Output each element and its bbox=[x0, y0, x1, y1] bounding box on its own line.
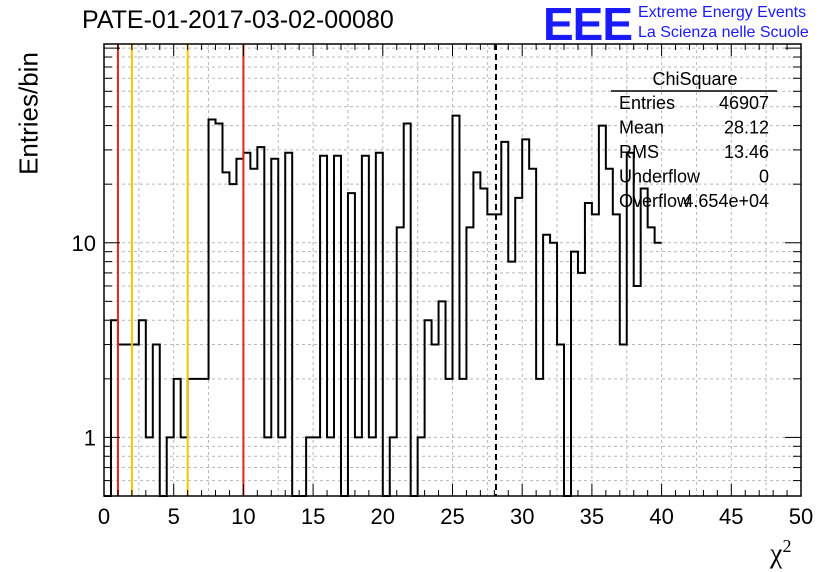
histogram-bin bbox=[250, 169, 257, 496]
stats-box-title: ChiSquare bbox=[652, 69, 737, 89]
stats-row-value: 28.12 bbox=[724, 118, 769, 138]
histogram-bin bbox=[257, 147, 264, 496]
stats-row-label: Overflow bbox=[619, 191, 691, 211]
histogram-bin bbox=[487, 214, 494, 496]
x-tick-label: 40 bbox=[649, 504, 673, 529]
histogram-bin bbox=[153, 345, 160, 496]
histogram-bin bbox=[620, 345, 627, 496]
stats-row-value: 4.654e+04 bbox=[683, 191, 769, 211]
logo-line-2: La Scienza nelle Scuole bbox=[638, 24, 809, 41]
x-tick-label: 20 bbox=[371, 504, 395, 529]
x-tick-label: 10 bbox=[231, 504, 255, 529]
histogram-bin bbox=[453, 116, 460, 496]
histogram-bin bbox=[557, 345, 564, 496]
histogram-bin bbox=[432, 345, 439, 496]
histogram-bin bbox=[222, 172, 229, 496]
histogram-bin bbox=[397, 227, 404, 496]
x-axis-label-sup: 2 bbox=[782, 536, 792, 556]
y-axis-label: Entries/bin bbox=[13, 52, 44, 175]
stats-row-label: Underflow bbox=[619, 167, 701, 187]
histogram-bin bbox=[320, 156, 327, 496]
histogram-bin bbox=[209, 119, 216, 496]
histogram-bin bbox=[132, 345, 139, 496]
histogram-bin bbox=[139, 320, 146, 496]
histogram-bin bbox=[118, 345, 125, 496]
stats-row-label: RMS bbox=[619, 142, 659, 162]
histogram-bin bbox=[125, 345, 132, 496]
eee-logo: EEE bbox=[543, 0, 633, 50]
histogram-bin bbox=[480, 189, 487, 496]
stats-row-value: 13.46 bbox=[724, 142, 769, 162]
x-tick-label: 15 bbox=[301, 504, 325, 529]
histogram-bin bbox=[229, 184, 236, 496]
histogram-bin bbox=[439, 301, 446, 496]
histogram-bin bbox=[334, 156, 341, 496]
histogram-bin bbox=[578, 273, 585, 496]
histogram-bin bbox=[585, 203, 592, 496]
x-tick-label: 35 bbox=[580, 504, 604, 529]
histogram-bin bbox=[641, 189, 648, 496]
y-tick-label: 10 bbox=[72, 231, 96, 256]
stats-row-label: Entries bbox=[619, 93, 675, 113]
histogram-bin bbox=[425, 320, 432, 496]
histogram-bin bbox=[501, 142, 508, 496]
chart-title: PATE-01-2017-03-02-00080 bbox=[82, 6, 394, 34]
histogram-bin bbox=[473, 172, 480, 496]
histogram-bin bbox=[362, 156, 369, 496]
histogram-bin bbox=[543, 235, 550, 496]
histogram-bin bbox=[648, 227, 655, 496]
histogram-bin bbox=[599, 126, 606, 496]
histogram-bin bbox=[522, 139, 529, 496]
x-tick-label: 25 bbox=[440, 504, 464, 529]
x-tick-label: 50 bbox=[789, 504, 813, 529]
stats-row-label: Mean bbox=[619, 118, 664, 138]
histogram-bin bbox=[376, 153, 383, 496]
histogram-bin bbox=[529, 169, 536, 496]
histogram-bin bbox=[613, 214, 620, 496]
histogram-bin bbox=[571, 252, 578, 496]
x-tick-label: 45 bbox=[719, 504, 743, 529]
logo-line-1: Extreme Energy Events bbox=[638, 4, 807, 21]
histogram-bin bbox=[404, 123, 411, 496]
histogram-bin bbox=[216, 123, 223, 496]
x-axis-label-base: χ bbox=[770, 538, 783, 570]
x-tick-label: 5 bbox=[168, 504, 180, 529]
histogram-bin bbox=[466, 227, 473, 496]
y-tick-label: 1 bbox=[84, 425, 96, 450]
histogram-bin bbox=[655, 243, 662, 496]
x-axis-label: χ2 bbox=[770, 536, 791, 570]
histogram-bin bbox=[236, 159, 243, 496]
histogram-outline bbox=[104, 114, 662, 497]
histogram-bin bbox=[285, 153, 292, 496]
stats-row-value: 46907 bbox=[719, 93, 769, 113]
histogram-bin bbox=[271, 159, 278, 496]
x-tick-label: 0 bbox=[98, 504, 110, 529]
histogram-bin bbox=[243, 153, 250, 496]
histogram-bin bbox=[634, 286, 641, 496]
histogram-bin bbox=[111, 320, 118, 496]
histogram-bin bbox=[592, 214, 599, 496]
stats-row-value: 0 bbox=[759, 167, 769, 187]
x-tick-label: 30 bbox=[510, 504, 534, 529]
histogram-bin bbox=[550, 243, 557, 496]
histogram-bin bbox=[606, 169, 613, 496]
